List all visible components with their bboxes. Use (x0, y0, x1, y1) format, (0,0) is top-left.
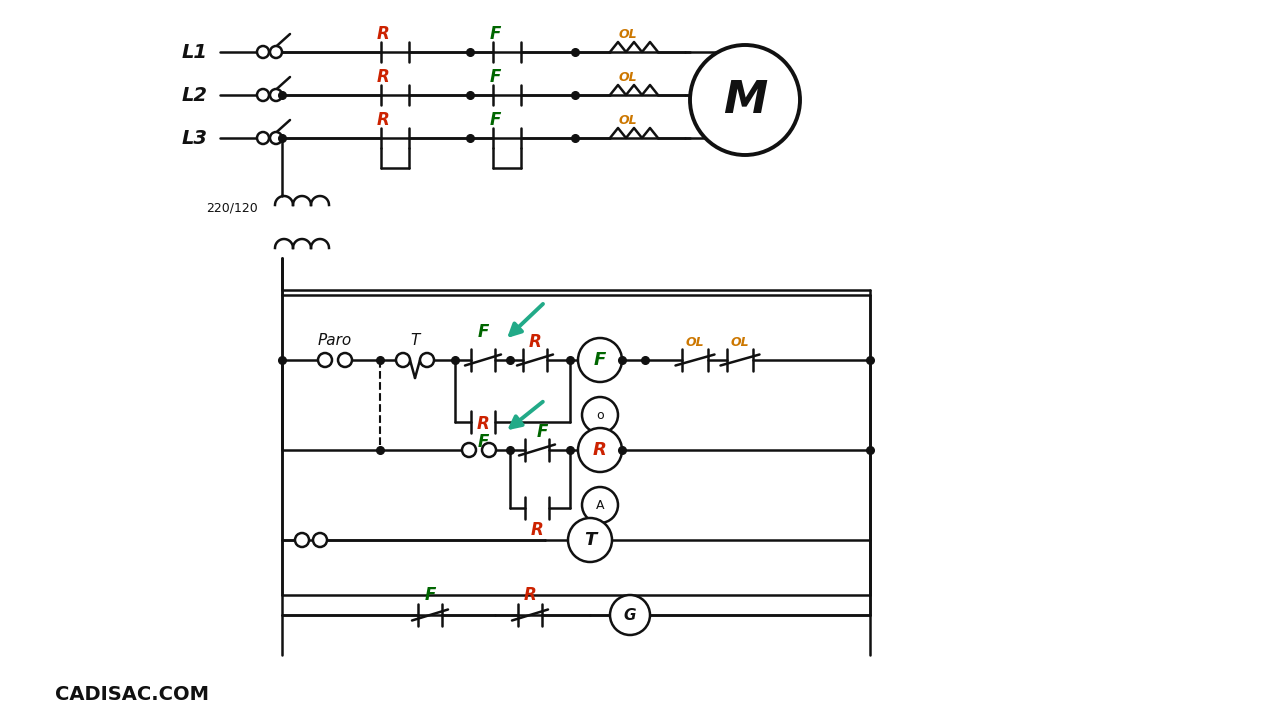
Text: Paro: Paro (317, 333, 352, 348)
Text: R: R (376, 68, 389, 86)
Circle shape (257, 46, 269, 58)
Circle shape (568, 518, 612, 562)
Circle shape (462, 443, 476, 457)
Text: F: F (489, 68, 500, 86)
Text: R: R (529, 333, 541, 351)
Text: OL: OL (731, 336, 749, 348)
Text: o: o (596, 408, 604, 421)
Text: F: F (489, 25, 500, 43)
Circle shape (483, 443, 497, 457)
Circle shape (579, 428, 622, 472)
Text: OL: OL (618, 114, 637, 127)
Circle shape (270, 46, 282, 58)
Text: L1: L1 (182, 42, 207, 61)
Text: F: F (594, 351, 607, 369)
Text: R: R (376, 25, 389, 43)
Text: F: F (424, 586, 435, 604)
Circle shape (270, 89, 282, 101)
Circle shape (314, 533, 326, 547)
Text: OL: OL (618, 27, 637, 40)
Circle shape (582, 397, 618, 433)
Text: F: F (477, 433, 489, 451)
Text: R: R (524, 586, 536, 604)
Text: L3: L3 (182, 128, 207, 148)
Text: R: R (376, 111, 389, 129)
Text: R: R (593, 441, 607, 459)
Text: L2: L2 (182, 86, 207, 104)
Circle shape (338, 353, 352, 367)
Text: F: F (477, 323, 489, 341)
Text: CADISAC.COM: CADISAC.COM (55, 685, 209, 704)
Circle shape (317, 353, 332, 367)
Text: G: G (623, 608, 636, 623)
Circle shape (420, 353, 434, 367)
Text: T: T (411, 333, 420, 348)
Circle shape (579, 338, 622, 382)
Text: 220/120: 220/120 (206, 202, 257, 215)
Circle shape (690, 45, 800, 155)
Circle shape (582, 487, 618, 523)
Text: OL: OL (686, 336, 704, 348)
Circle shape (294, 533, 308, 547)
Text: R: R (476, 415, 489, 433)
Text: F: F (489, 111, 500, 129)
Circle shape (257, 89, 269, 101)
Text: A: A (595, 498, 604, 511)
Circle shape (270, 132, 282, 144)
Text: F: F (536, 423, 548, 441)
Text: M: M (723, 78, 767, 122)
Circle shape (611, 595, 650, 635)
Circle shape (257, 132, 269, 144)
Text: T: T (584, 531, 596, 549)
Circle shape (396, 353, 410, 367)
Text: R: R (531, 521, 544, 539)
Text: OL: OL (618, 71, 637, 84)
